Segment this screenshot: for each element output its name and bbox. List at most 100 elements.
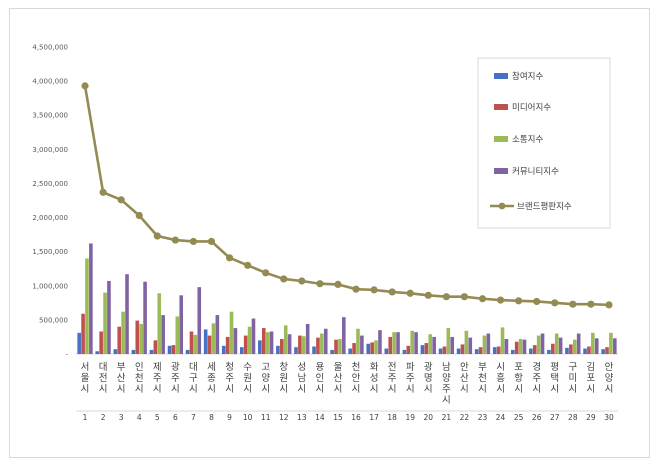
bar-2 — [243, 335, 248, 354]
legend-marker — [498, 202, 506, 210]
bar-4 — [522, 339, 527, 354]
bar-2 — [514, 341, 519, 354]
x-rank-label: 21 — [442, 413, 452, 422]
brand-index-point — [262, 269, 270, 277]
bar-4 — [161, 315, 165, 354]
bar-1 — [402, 349, 407, 354]
x-rank-label: 29 — [586, 413, 596, 422]
bar-3 — [374, 340, 378, 354]
x-rank-label: 13 — [297, 413, 307, 422]
bar-2 — [406, 345, 411, 354]
bar-1 — [456, 348, 461, 354]
bar-4 — [414, 332, 418, 354]
bar-3 — [229, 311, 234, 354]
bar-1 — [547, 349, 551, 354]
bar-2 — [261, 328, 266, 354]
bar-3 — [175, 316, 180, 354]
brand-index-point — [117, 196, 125, 204]
bar-4 — [305, 323, 310, 354]
x-rank-label: 2 — [101, 413, 106, 422]
bar-4 — [594, 338, 599, 354]
bar-1 — [203, 329, 208, 354]
bar-3 — [356, 328, 360, 354]
bar-4 — [107, 281, 111, 354]
brand-index-point — [478, 295, 487, 303]
bar-3 — [518, 338, 523, 354]
x-rank-label: 6 — [173, 413, 178, 422]
bar-3 — [265, 332, 270, 354]
bar-1 — [77, 332, 81, 354]
brand-index-point — [496, 296, 505, 304]
bar-2 — [352, 343, 356, 354]
bar-1 — [221, 345, 226, 354]
x-rank-label: 15 — [333, 413, 343, 422]
x-rank-label: 19 — [405, 413, 415, 422]
bar-2 — [388, 336, 393, 354]
y-tick-label: 1,500,000 — [32, 248, 68, 256]
bar-1 — [492, 347, 497, 354]
legend-swatch — [494, 104, 508, 110]
bar-4 — [378, 330, 382, 354]
bar-1 — [384, 348, 389, 354]
bar-2 — [551, 343, 555, 354]
bar-2 — [605, 347, 609, 354]
bar-1 — [239, 347, 244, 354]
bar-4 — [125, 274, 129, 354]
legend-swatch — [494, 136, 508, 142]
bar-4 — [251, 318, 256, 354]
x-rank-label: 30 — [604, 413, 614, 422]
bar-4 — [197, 287, 202, 354]
bar-3 — [301, 336, 306, 354]
bar-3 — [139, 323, 143, 354]
bar-3 — [591, 332, 595, 354]
legend-label: 커뮤니티지수 — [512, 166, 559, 177]
brand-index-point — [551, 299, 559, 307]
bar-4 — [143, 281, 147, 354]
y-tick-label: - — [65, 351, 68, 359]
brand-index-point — [334, 280, 342, 289]
bar-1 — [438, 348, 443, 354]
y-tick-label: 4,000,000 — [32, 78, 68, 86]
brand-index-point — [370, 286, 378, 294]
legend-box — [477, 57, 611, 229]
bar-4 — [450, 336, 455, 354]
brand-index-point — [298, 277, 306, 285]
x-rank-label: 22 — [460, 413, 470, 422]
bar-4 — [558, 337, 563, 354]
y-tick-label: 3,500,000 — [32, 112, 68, 120]
bar-2 — [460, 344, 465, 354]
bar-1 — [474, 349, 479, 354]
bar-3 — [121, 311, 125, 354]
brand-index-point — [207, 237, 216, 246]
x-rank-label: 25 — [514, 413, 524, 422]
bar-2 — [171, 345, 176, 354]
bar-4 — [323, 328, 328, 354]
x-rank-label: 20 — [424, 413, 434, 422]
bar-3 — [211, 323, 216, 354]
bar-2 — [117, 326, 122, 354]
y-tick-label: 4,500,000 — [32, 44, 68, 52]
x-rank-label: 24 — [496, 413, 506, 422]
bar-3 — [500, 327, 505, 354]
bar-1 — [348, 348, 352, 354]
brand-index-point — [406, 289, 414, 297]
bar-2 — [153, 340, 158, 354]
bar-1 — [529, 348, 533, 354]
bar-3 — [283, 325, 288, 354]
brand-index-point — [424, 291, 432, 299]
bar-3 — [338, 338, 342, 354]
bar-3 — [85, 258, 89, 354]
